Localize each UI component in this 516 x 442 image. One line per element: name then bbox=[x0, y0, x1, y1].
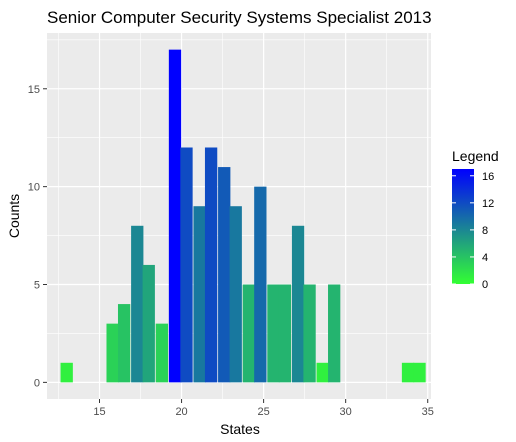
histogram-bar bbox=[413, 362, 426, 383]
histogram-bars bbox=[60, 49, 426, 383]
y-tick-label: 15 bbox=[28, 84, 40, 96]
legend-tick-label: 4 bbox=[482, 252, 488, 264]
legend-colorbar bbox=[452, 169, 474, 284]
legend-title: Legend bbox=[452, 148, 499, 164]
histogram-bar bbox=[131, 225, 144, 383]
histogram-bar bbox=[218, 167, 231, 383]
histogram-bar bbox=[168, 49, 182, 383]
histogram-bar bbox=[60, 362, 73, 383]
histogram-bar bbox=[328, 284, 341, 383]
histogram-bar bbox=[242, 284, 255, 383]
histogram-bar bbox=[155, 323, 169, 383]
histogram-bar bbox=[291, 225, 305, 383]
legend-tick-label: 16 bbox=[482, 171, 494, 183]
histogram-bar bbox=[267, 284, 280, 383]
legend-tick-label: 8 bbox=[482, 225, 488, 237]
histogram-bar bbox=[117, 304, 131, 383]
histogram-bar bbox=[229, 206, 242, 383]
x-axis: 15 20 25 30 35 bbox=[93, 399, 434, 418]
histogram-bar bbox=[303, 284, 316, 383]
histogram-bar bbox=[193, 206, 206, 383]
legend-tick-label: 12 bbox=[482, 198, 494, 210]
x-tick-label: 20 bbox=[175, 406, 187, 418]
y-tick-label: 5 bbox=[34, 280, 40, 292]
y-axis: 0 5 10 15 bbox=[28, 84, 47, 389]
histogram-bar bbox=[142, 264, 155, 383]
x-axis-title: States bbox=[220, 421, 260, 437]
chart-title: Senior Computer Security Systems Special… bbox=[47, 8, 432, 27]
x-tick-label: 15 bbox=[93, 406, 105, 418]
x-tick-label: 30 bbox=[340, 406, 352, 418]
legend-ticks: 0 4 8 12 16 bbox=[452, 171, 494, 291]
y-tick-label: 10 bbox=[28, 182, 40, 194]
x-tick-label: 35 bbox=[422, 406, 434, 418]
color-legend: Legend 0 4 8 12 16 bbox=[452, 148, 499, 291]
histogram-bar bbox=[180, 147, 193, 383]
legend-tick-label: 0 bbox=[482, 279, 488, 291]
histogram-bar bbox=[316, 362, 329, 383]
histogram-bar bbox=[106, 323, 119, 383]
histogram-bar bbox=[278, 284, 292, 383]
histogram-bar bbox=[254, 186, 267, 383]
histogram-bar bbox=[401, 362, 415, 383]
y-axis-title: Counts bbox=[6, 194, 22, 238]
histogram-bar bbox=[204, 147, 218, 383]
y-tick-label: 0 bbox=[34, 377, 40, 389]
x-tick-label: 25 bbox=[257, 406, 269, 418]
